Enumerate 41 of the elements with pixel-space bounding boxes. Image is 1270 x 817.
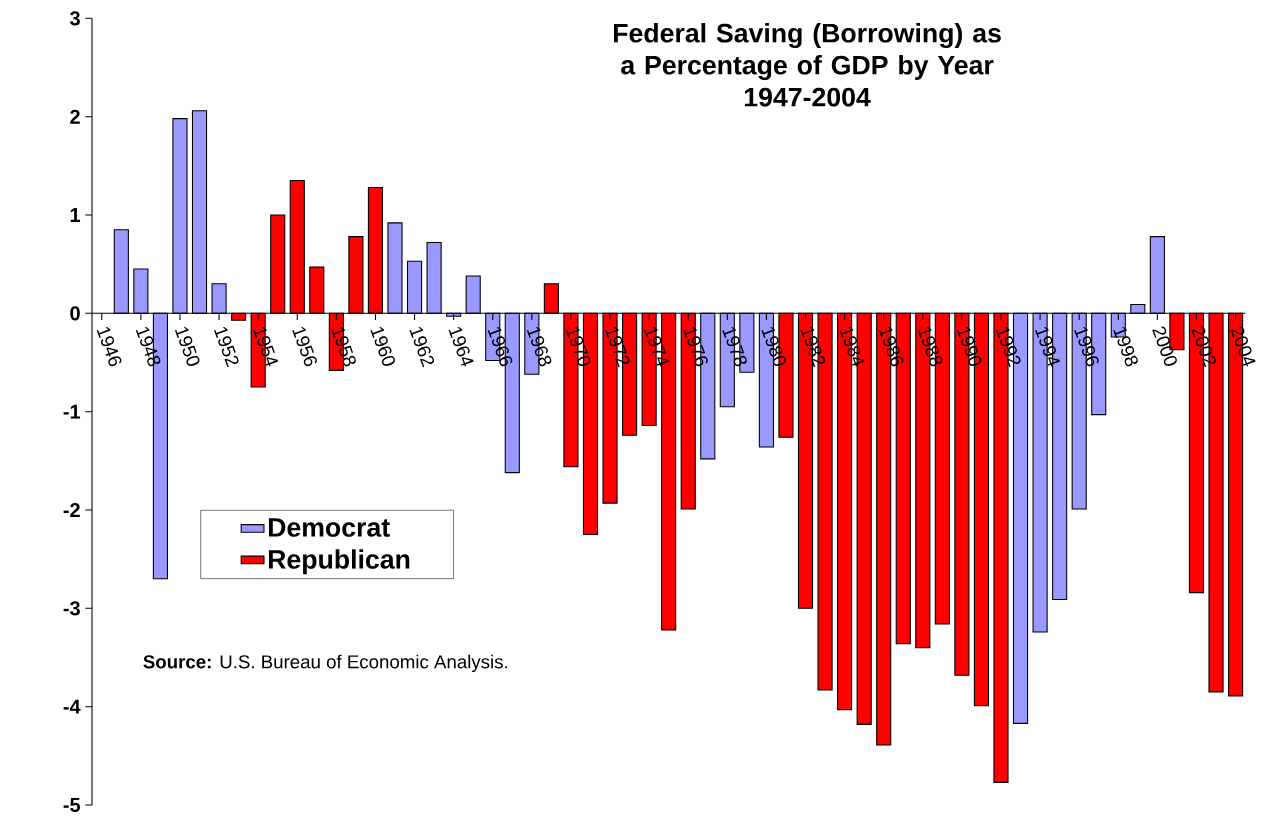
x-tick-label: 1946 — [96, 327, 122, 367]
text: Federal Saving (Borrowing) as a Percentage of GDP by Year — [613, 23, 1001, 81]
annotation: Source: U.S. Bureau of Economic Analysis. — [143, 654, 507, 673]
x-tick-label: 1992 — [995, 327, 1021, 368]
y-tick-label: -1 — [63, 404, 81, 419]
x-tick-label: 1968 — [526, 327, 552, 367]
x-tick-label: 1996 — [1074, 327, 1099, 367]
y-tick-label: -3 — [63, 601, 80, 616]
x-tick-label: 1966 — [487, 327, 513, 367]
y-tick-label: 2 — [70, 109, 80, 124]
x-tick-label: 1972 — [605, 327, 630, 368]
y-tick-label: 0 — [70, 306, 80, 321]
x-tick-label: 1962 — [409, 327, 435, 368]
y-tick-label: 1 — [70, 208, 81, 222]
x-tick-label: 1954 — [253, 327, 279, 367]
x-tick-label: 2004 — [1230, 326, 1256, 367]
x-tick-label: 1974 — [644, 327, 670, 367]
x-tick-label: 1950 — [174, 327, 200, 366]
legend-label: Republican — [268, 549, 410, 575]
y-tick-label: -5 — [63, 798, 81, 812]
x-tick-label: 1978 — [722, 327, 747, 367]
legend-label: Democrat — [268, 518, 390, 537]
x-tick-label: 1970 — [565, 327, 591, 366]
x-tick-label: 1958 — [331, 327, 356, 367]
x-tick-label: 1976 — [683, 327, 708, 367]
y-tick-label: -4 — [63, 699, 81, 714]
x-tick-label: 2000 — [1152, 326, 1177, 366]
y-tick-label: -2 — [63, 503, 80, 517]
x-tick-label: 1952 — [214, 327, 239, 368]
x-tick-label: 1986 — [878, 327, 904, 367]
x-tick-label: 1998 — [1113, 327, 1138, 367]
text: 1947-2004 — [744, 87, 871, 107]
x-tick-label: 1956 — [292, 327, 317, 367]
x-tick-label: 1964 — [448, 327, 474, 367]
x-tick-label: 1988 — [917, 327, 943, 367]
x-tick-label: 1960 — [370, 327, 395, 366]
x-tick-label: 1994 — [1035, 327, 1061, 367]
x-tick-label: 1984 — [839, 327, 865, 367]
x-tick-label: 1948 — [135, 327, 161, 367]
y-tick-label: 3 — [69, 11, 80, 26]
x-tick-label: 1990 — [956, 327, 982, 366]
